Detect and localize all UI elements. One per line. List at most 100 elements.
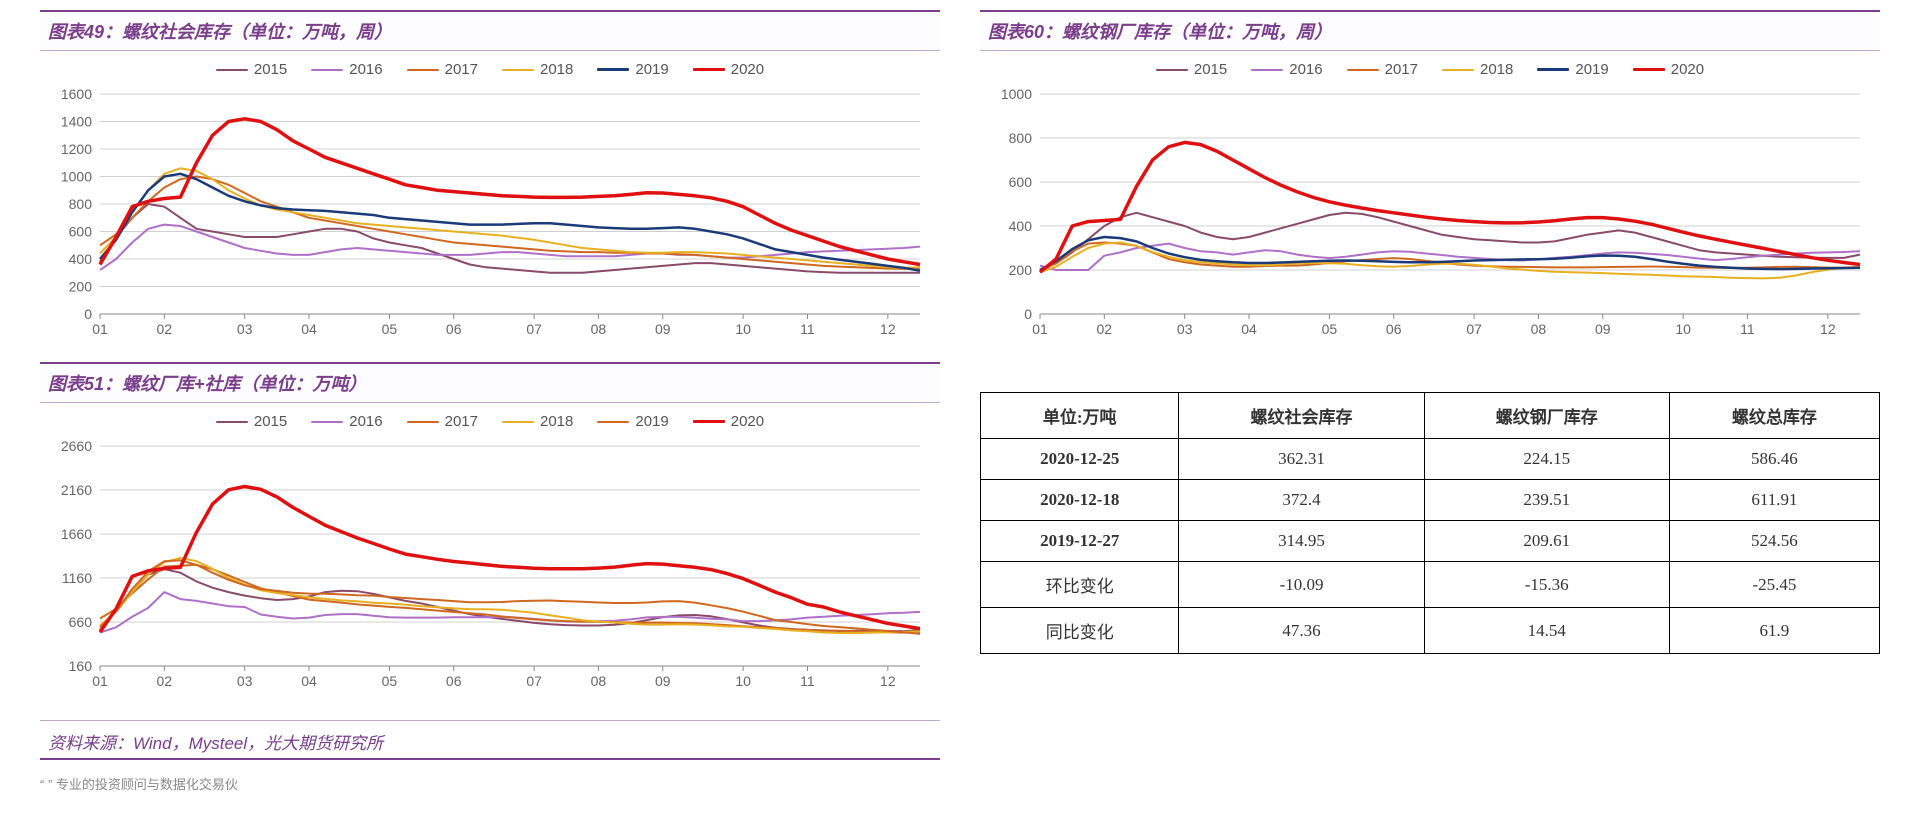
table-cell-4-2: 61.9 (1669, 608, 1879, 654)
svg-text:800: 800 (69, 196, 93, 212)
chart60-legend: 2015 2016 2017 2018 2019 2020 (980, 61, 1880, 78)
svg-text:02: 02 (157, 673, 173, 689)
legend-swatch-2015 (1156, 69, 1188, 71)
svg-text:03: 03 (237, 321, 253, 337)
svg-text:1600: 1600 (61, 86, 92, 102)
svg-text:12: 12 (1820, 321, 1836, 337)
svg-text:12: 12 (880, 673, 896, 689)
table-cell-2-2: 524.56 (1669, 521, 1879, 562)
legend-item-2015: 2015 (1156, 61, 1227, 78)
table-row-head-4: 同比变化 (981, 608, 1179, 654)
legend-item-2019: 2019 (1537, 61, 1608, 78)
legend-item-2020: 2020 (1633, 61, 1704, 78)
svg-text:1660: 1660 (61, 526, 92, 542)
legend-swatch-2020 (693, 420, 725, 424)
legend-item-2017: 2017 (1347, 61, 1418, 78)
legend-label-2018: 2018 (1480, 61, 1513, 78)
table-row: 同比变化47.3614.5461.9 (981, 608, 1880, 654)
legend-swatch-2016 (1251, 69, 1283, 71)
svg-text:1200: 1200 (61, 141, 92, 157)
legend-item-2015: 2015 (216, 61, 287, 78)
svg-text:02: 02 (157, 321, 173, 337)
legend-label-2016: 2016 (1289, 61, 1322, 78)
legend-swatch-2019 (597, 421, 629, 423)
svg-text:400: 400 (69, 251, 93, 267)
svg-text:02: 02 (1097, 321, 1113, 337)
svg-text:11: 11 (1740, 321, 1755, 337)
chart51-body: 201520162017201820192020 160660116016602… (40, 403, 940, 696)
svg-text:05: 05 (1322, 321, 1338, 337)
legend-item-2016: 2016 (1251, 61, 1322, 78)
chart49-title: 图表49：螺纹社会库存（单位：万吨，周） (48, 22, 392, 42)
table-row-head-3: 环比变化 (981, 562, 1179, 608)
legend-label-2015: 2015 (254, 61, 287, 78)
table-row: 2020-12-25362.31224.15586.46 (981, 439, 1880, 480)
legend-swatch-2020 (1633, 68, 1665, 72)
table-cell-3-1: -15.36 (1424, 562, 1669, 608)
legend-label-2017: 2017 (1385, 61, 1418, 78)
legend-swatch-2020 (693, 68, 725, 72)
legend-item-2018: 2018 (502, 413, 573, 430)
svg-text:11: 11 (800, 321, 815, 337)
chart51-legend: 201520162017201820192020 (40, 413, 940, 430)
chart60-body: 201520162017201820192020 020040060080010… (980, 51, 1880, 344)
legend-swatch-2016 (311, 69, 343, 71)
table-cell-4-0: 47.36 (1179, 608, 1424, 654)
table-cell-1-2: 611.91 (1669, 480, 1879, 521)
legend-label-2019: 2019 (635, 61, 668, 78)
table-panel: 单位:万吨螺纹社会库存螺纹钢厂库存螺纹总库存2020-12-25362.3122… (980, 362, 1880, 696)
svg-text:08: 08 (1531, 321, 1547, 337)
svg-text:04: 04 (1241, 321, 1257, 337)
svg-text:1160: 1160 (62, 570, 92, 586)
svg-text:07: 07 (526, 321, 542, 337)
table-row: 2019-12-27314.95209.61524.56 (981, 521, 1880, 562)
table-cell-3-0: -10.09 (1179, 562, 1424, 608)
svg-text:01: 01 (92, 673, 108, 689)
svg-text:05: 05 (382, 673, 398, 689)
table-cell-3-2: -25.45 (1669, 562, 1879, 608)
svg-text:12: 12 (880, 321, 896, 337)
chart60-title: 图表60：螺纹钢厂库存（单位：万吨，周） (988, 22, 1332, 42)
legend-label-2017: 2017 (445, 61, 478, 78)
chart60-title-bar: 图表60：螺纹钢厂库存（单位：万吨，周） (980, 10, 1880, 51)
legend-label-2015: 2015 (1194, 61, 1227, 78)
svg-text:04: 04 (301, 321, 317, 337)
table-row: 2020-12-18372.4239.51611.91 (981, 480, 1880, 521)
table-cell-0-0: 362.31 (1179, 439, 1424, 480)
legend-item-2016: 2016 (311, 61, 382, 78)
legend-label-2016: 2016 (349, 413, 382, 430)
chart51-title: 图表51：螺纹厂库+社库（单位：万吨） (48, 374, 367, 394)
svg-text:1000: 1000 (61, 169, 92, 185)
svg-text:1400: 1400 (61, 114, 92, 130)
chart49-title-bar: 图表49：螺纹社会库存（单位：万吨，周） (40, 10, 940, 51)
legend-swatch-2018 (502, 421, 534, 423)
legend-label-2018: 2018 (540, 61, 573, 78)
chart49-legend: 201520162017201820192020 (40, 61, 940, 78)
svg-text:03: 03 (1177, 321, 1193, 337)
svg-text:10: 10 (735, 321, 751, 337)
legend-swatch-2016 (311, 421, 343, 423)
svg-text:2660: 2660 (61, 438, 92, 454)
table-cell-2-1: 209.61 (1424, 521, 1669, 562)
table-header-2: 螺纹钢厂库存 (1424, 393, 1669, 439)
legend-swatch-2019 (1537, 68, 1569, 71)
svg-text:06: 06 (446, 673, 462, 689)
svg-text:600: 600 (69, 224, 93, 240)
legend-swatch-2018 (1442, 69, 1474, 71)
chart49-body: 201520162017201820192020 020040060080010… (40, 51, 940, 344)
svg-text:01: 01 (1032, 321, 1048, 337)
legend-swatch-2015 (216, 69, 248, 71)
source-line: 资料来源：Wind，Mysteel，光大期货研究所 (40, 720, 940, 760)
legend-label-2019: 2019 (635, 413, 668, 430)
legend-item-2018: 2018 (1442, 61, 1513, 78)
legend-item-2016: 2016 (311, 413, 382, 430)
table-cell-4-1: 14.54 (1424, 608, 1669, 654)
table-cell-2-0: 314.95 (1179, 521, 1424, 562)
svg-text:10: 10 (1675, 321, 1691, 337)
svg-text:400: 400 (1009, 218, 1033, 234)
table-header-3: 螺纹总库存 (1669, 393, 1879, 439)
svg-text:0: 0 (1024, 306, 1032, 322)
svg-text:07: 07 (526, 673, 542, 689)
svg-text:600: 600 (1009, 174, 1033, 190)
footnote: “ ” 专业的投资顾问与数据化交易伙 (40, 770, 940, 793)
